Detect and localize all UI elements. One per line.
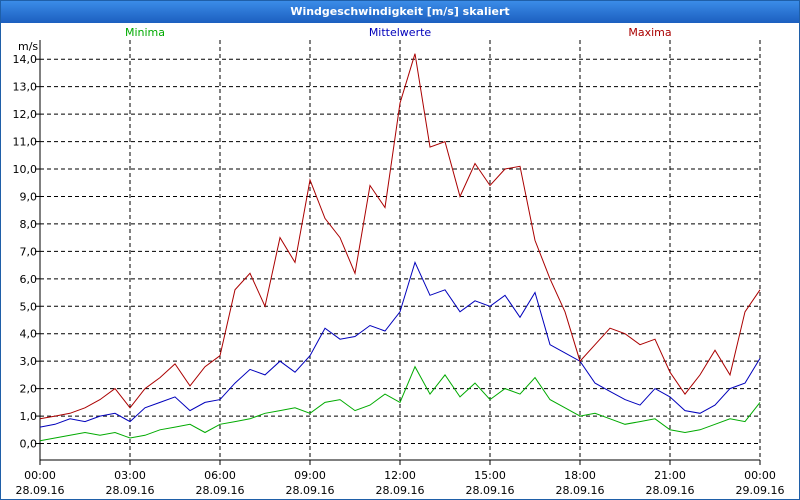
y-tick-label: 0,0 — [20, 438, 38, 451]
x-tick-date-label: 28.09.16 — [286, 484, 335, 497]
y-tick-label: 10,0 — [13, 163, 38, 176]
y-tick-label: 8,0 — [20, 218, 38, 231]
x-tick-date-label: 28.09.16 — [16, 484, 65, 497]
y-tick-label: 2,0 — [20, 383, 38, 396]
legend-maxima: Maxima — [628, 26, 671, 39]
y-tick-label: 1,0 — [20, 410, 38, 423]
x-tick-time-label: 15:00 — [474, 469, 506, 482]
y-tick-label: 6,0 — [20, 273, 38, 286]
x-tick-time-label: 03:00 — [114, 469, 146, 482]
x-tick-date-label: 29.09.16 — [736, 484, 785, 497]
y-tick-label: 13,0 — [13, 81, 38, 94]
x-tick-date-label: 28.09.16 — [466, 484, 515, 497]
y-tick-label: 12,0 — [13, 108, 38, 121]
y-tick-label: 7,0 — [20, 245, 38, 258]
x-tick-time-label: 18:00 — [564, 469, 596, 482]
y-tick-label: 11,0 — [13, 136, 38, 149]
y-tick-label: 4,0 — [20, 328, 38, 341]
y-tick-label: 5,0 — [20, 300, 38, 313]
title-bar: Windgeschwindigkeit [m/s] skaliert — [1, 1, 799, 23]
y-axis-label: m/s — [18, 40, 38, 53]
x-tick-date-label: 28.09.16 — [376, 484, 425, 497]
legend: Minima Mittelwerte Maxima — [125, 26, 672, 39]
x-tick-time-label: 21:00 — [654, 469, 686, 482]
y-tick-label: 14,0 — [13, 53, 38, 66]
x-tick-date-label: 28.09.16 — [106, 484, 155, 497]
grid-lines — [40, 40, 761, 460]
x-tick-date-label: 28.09.16 — [556, 484, 605, 497]
y-tick-label: 3,0 — [20, 355, 38, 368]
y-tick-label: 9,0 — [20, 190, 38, 203]
x-ticks: 00:00 28.09.16 03:00 28.09.16 06:00 28.09.16 0… — [16, 460, 785, 497]
x-tick-time-label: 09:00 — [294, 469, 326, 482]
y-ticks: 0,0 1,0 2,0 3,0 4,0 5,0 6,0 7,0 8,0 9,0 10,0 11,0 12… — [13, 53, 40, 451]
series-lines — [39, 53, 761, 442]
legend-minima: Minima — [125, 26, 165, 39]
series-line-maxima — [39, 53, 761, 420]
x-tick-time-label: 00:00 — [24, 469, 56, 482]
x-tick-time-label: 12:00 — [384, 469, 416, 482]
x-tick-time-label: 06:00 — [204, 469, 236, 482]
x-tick-date-label: 28.09.16 — [646, 484, 695, 497]
x-tick-date-label: 28.09.16 — [196, 484, 245, 497]
series-line-mittelwerte — [39, 260, 761, 428]
legend-mittelwerte: Mittelwerte — [369, 26, 432, 39]
x-tick-time-label: 00:00 — [744, 469, 776, 482]
series-line-minima — [39, 365, 761, 442]
